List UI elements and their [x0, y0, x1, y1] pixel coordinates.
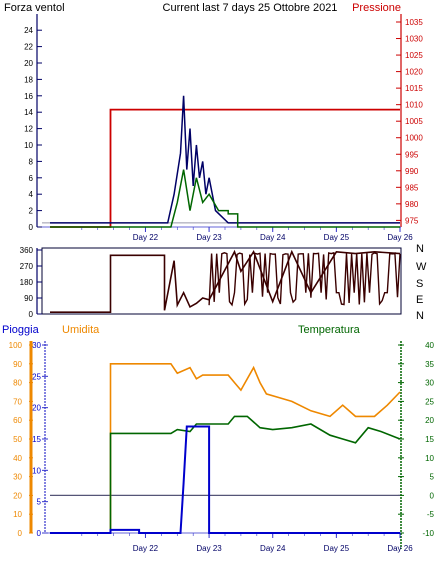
humidity-y-tick-label: 90 — [13, 360, 22, 369]
wind-y-tick-label: 12 — [24, 125, 33, 134]
wind-y-tick-label: 16 — [24, 92, 33, 101]
rain-x-tick-label: Day 26 — [387, 544, 413, 553]
wind-x-tick-label: Day 23 — [196, 233, 222, 242]
rain-y-tick-label: 0 — [37, 529, 42, 538]
humidity-y-tick-label: 30 — [13, 473, 22, 482]
pressure-y-tick-label: 1005 — [405, 117, 423, 126]
wind-y-tick-label: 10 — [24, 141, 33, 150]
temperature-y-tick-label: 35 — [425, 360, 434, 369]
wind-y-tick-label: 14 — [24, 108, 33, 117]
wind-pressure-panel: 0246810121416182022249759809859909951000… — [24, 14, 423, 242]
compass-label: N — [416, 243, 424, 255]
direction-y-tick-label: 180 — [20, 278, 34, 287]
direction-frame — [41, 247, 402, 315]
rain-y-tick-label: 15 — [32, 435, 41, 444]
wind-y-tick-label: 6 — [29, 174, 34, 183]
pressure-y-tick-label: 1035 — [405, 18, 423, 27]
temperature-y-tick-label: 0 — [430, 491, 435, 500]
wind-y-tick-label: 24 — [24, 26, 33, 35]
compass-label: E — [416, 294, 423, 306]
temperature-y-tick-label: 30 — [425, 379, 434, 388]
pressure-y-tick-label: 1000 — [405, 134, 423, 143]
temperature-line — [50, 415, 401, 534]
wind-gust-line — [50, 95, 400, 224]
wind-x-tick-label: Day 26 — [387, 233, 413, 242]
pressure-y-tick-label: 975 — [405, 216, 419, 225]
chart-header-right: Pressione — [352, 2, 401, 14]
rain-x-tick-label: Day 23 — [196, 544, 222, 553]
humidity-y-tick-label: 0 — [18, 529, 23, 538]
temperature-y-tick-label: -5 — [427, 510, 435, 519]
humidity-y-tick-label: 50 — [13, 435, 22, 444]
wind-y-tick-label: 8 — [29, 157, 34, 166]
pressure-y-tick-label: 1015 — [405, 84, 423, 93]
wind-y-tick-label: 22 — [24, 43, 33, 52]
wind-x-tick-label: Day 22 — [133, 233, 159, 242]
humidity-y-tick-label: 80 — [13, 379, 22, 388]
pressure-y-tick-label: 985 — [405, 183, 419, 192]
pressure-y-tick-label: 980 — [405, 200, 419, 209]
direction-y-tick-label: 270 — [20, 262, 34, 271]
pressure-y-tick-label: 1030 — [405, 35, 423, 44]
humidity-y-tick-label: 10 — [13, 510, 22, 519]
temperature-y-tick-label: 25 — [425, 397, 434, 406]
humidity-y-tick-label: 100 — [9, 341, 23, 350]
temperature-axis-label: Temperatura — [298, 324, 361, 336]
chart-header-left: Forza ventol — [4, 2, 65, 14]
rain-y-tick-label: 20 — [32, 404, 41, 413]
humidity-y-tick-label: 70 — [13, 397, 22, 406]
wind-direction-swings-line — [208, 251, 401, 307]
humidity-y-tick-label: 60 — [13, 416, 22, 425]
wind-y-tick-label: 2 — [29, 207, 34, 216]
direction-y-tick-label: 90 — [24, 294, 33, 303]
rain-x-tick-label: Day 22 — [133, 544, 159, 553]
pressure-y-tick-label: 1020 — [405, 68, 423, 77]
compass-label: W — [416, 261, 427, 273]
rain-x-tick-label: Day 25 — [324, 544, 350, 553]
compass-label: S — [416, 278, 423, 290]
wind-direction-line — [50, 249, 401, 314]
direction-y-tick-label: 360 — [20, 246, 34, 255]
temperature-y-tick-label: 5 — [430, 473, 435, 482]
rain-y-tick-label: 10 — [32, 466, 41, 475]
wind-y-tick-label: 20 — [24, 59, 33, 68]
wind-y-tick-label: 4 — [29, 190, 34, 199]
rain-y-tick-label: 5 — [37, 498, 42, 507]
rain-line — [50, 425, 400, 534]
wind-x-tick-label: Day 25 — [324, 233, 350, 242]
temperature-y-tick-label: 15 — [425, 435, 434, 444]
rain-y-tick-label: 30 — [32, 341, 41, 350]
temperature-y-tick-label: 10 — [425, 454, 434, 463]
compass-label: N — [416, 310, 424, 322]
direction-y-tick-label: 0 — [29, 310, 34, 319]
pressure-y-tick-label: 1010 — [405, 101, 423, 110]
wind-y-tick-label: 18 — [24, 75, 33, 84]
wind-speed-line — [50, 169, 400, 228]
humidity-y-tick-label: 40 — [13, 454, 22, 463]
rain-humidity-temp-panel: 0 10 20 30 40 50 60 70 80 90 100 0 5 10 15 20 25 30 -10 -5 0… — [9, 341, 435, 553]
chart-title: Current last 7 days 25 Ottobre 2021 — [163, 2, 338, 14]
pressure-y-tick-label: 1025 — [405, 51, 423, 60]
rain-x-tick-label: Day 24 — [260, 544, 286, 553]
pressure-y-tick-label: 990 — [405, 167, 419, 176]
pressure-y-tick-label: 995 — [405, 150, 419, 159]
humidity-y-tick-label: 20 — [13, 491, 22, 500]
rain-axis-label: Pioggia — [2, 324, 40, 336]
temperature-y-tick-label: -10 — [422, 529, 434, 538]
rain-y-tick-label: 25 — [32, 372, 41, 381]
wind-x-tick-label: Day 24 — [260, 233, 286, 242]
temperature-y-tick-label: 20 — [425, 416, 434, 425]
wind-y-tick-label: 0 — [29, 223, 34, 232]
humidity-axis-label: Umidita — [62, 324, 100, 336]
temperature-y-tick-label: 40 — [425, 341, 434, 350]
humidity-line — [50, 362, 401, 534]
